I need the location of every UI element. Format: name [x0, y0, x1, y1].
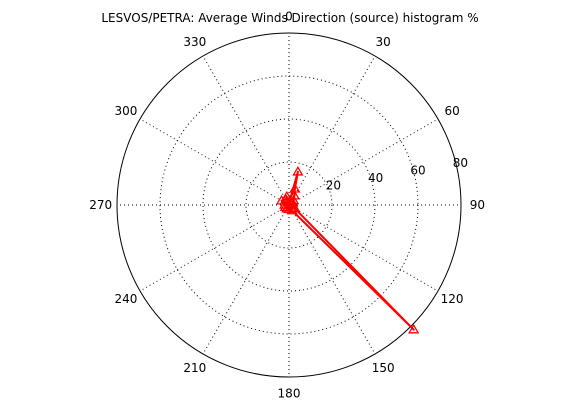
angle-label-330: 330	[183, 35, 206, 49]
angle-label-270: 270	[89, 198, 112, 212]
series-layer	[275, 165, 420, 334]
radial-label-60: 60	[410, 164, 425, 178]
data-point-4	[288, 189, 301, 200]
radial-label-40: 40	[368, 171, 383, 185]
angle-label-240: 240	[114, 292, 137, 306]
spoke-210	[202, 204, 290, 355]
tick-labels: 0 30 60 90 120 150 180 210 240 270 300 330 20 40 60 80	[89, 10, 485, 401]
grid-ring-20	[245, 161, 333, 249]
data-point-2	[292, 165, 304, 176]
radial-label-20: 20	[326, 179, 341, 193]
angle-label-0: 0	[285, 10, 293, 24]
angle-label-300: 300	[114, 104, 137, 118]
data-point-10	[408, 323, 420, 334]
radial-label-80: 80	[453, 156, 468, 170]
data-point-19	[283, 199, 295, 209]
angle-label-60: 60	[444, 104, 459, 118]
outer-ring	[116, 32, 462, 378]
angle-label-210: 210	[183, 361, 206, 375]
polar-grid	[116, 32, 462, 378]
chart-title: LESVOS/PETRA: Average Winds Direction (s…	[101, 11, 478, 25]
spoke-330	[202, 55, 290, 206]
angle-label-90: 90	[470, 198, 485, 212]
grid-ring-40	[202, 118, 376, 292]
grid-ring-60	[159, 75, 419, 335]
spoke-300	[139, 118, 290, 206]
spoke-150	[288, 204, 376, 355]
data-point-18	[281, 190, 293, 201]
angle-label-120: 120	[441, 292, 464, 306]
spoke-30	[288, 55, 376, 206]
angle-label-30: 30	[376, 35, 391, 49]
spoke-120	[288, 204, 439, 292]
spoke-60	[288, 118, 439, 206]
angle-label-180: 180	[278, 386, 301, 400]
spoke-240	[139, 204, 290, 292]
angle-label-150: 150	[372, 361, 395, 375]
